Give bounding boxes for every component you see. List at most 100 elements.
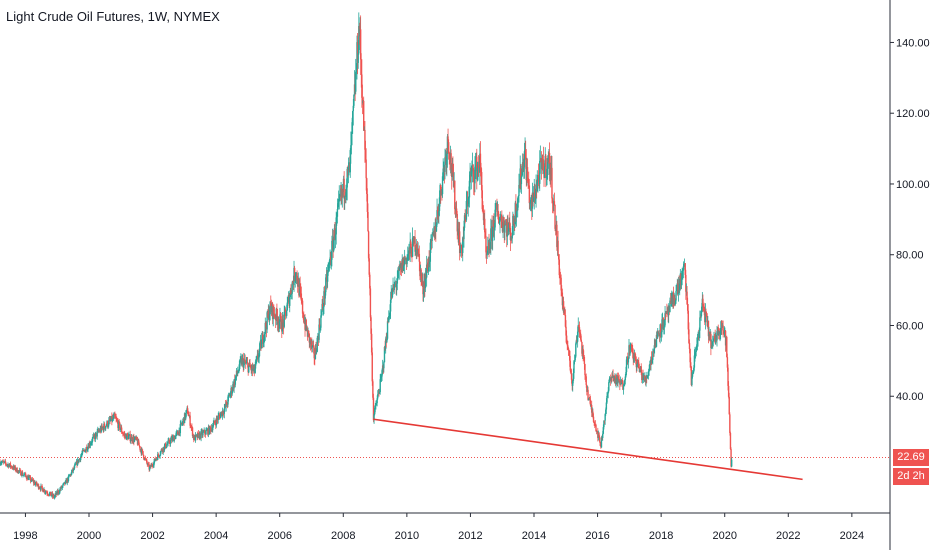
candle-body <box>208 426 211 434</box>
candle-body <box>727 385 730 397</box>
candle-body <box>265 322 267 327</box>
candle-body <box>542 159 545 170</box>
candle-body <box>238 369 240 372</box>
candle-body <box>624 380 626 385</box>
candle-body <box>546 168 548 177</box>
candle-body <box>351 122 353 134</box>
candle-body <box>141 449 144 452</box>
candle-body <box>520 176 523 185</box>
candle-body <box>674 300 677 304</box>
candle-body <box>369 288 372 318</box>
candle-body <box>217 415 219 421</box>
candle-body <box>477 164 480 168</box>
candle-body <box>131 436 133 442</box>
support-trendline[interactable] <box>373 418 803 481</box>
candle-body <box>574 356 576 361</box>
candle-body <box>48 495 50 496</box>
candle-body <box>410 246 413 257</box>
candle-body <box>644 375 646 381</box>
candle-body <box>235 376 237 378</box>
candle-body <box>385 338 387 349</box>
candle-body <box>103 423 106 428</box>
candle-body <box>151 464 153 466</box>
candle-body <box>346 168 348 188</box>
candle-body <box>559 275 561 276</box>
candle-body <box>640 366 642 373</box>
candle-body <box>388 315 390 323</box>
candle-body <box>636 363 638 368</box>
candle-body <box>608 378 611 383</box>
candle-body <box>159 454 161 457</box>
candle-body <box>436 210 438 225</box>
candle-body <box>486 253 488 256</box>
candle-body <box>86 447 88 451</box>
candle-body <box>133 438 136 442</box>
candle-body <box>407 251 410 256</box>
candle-body <box>476 167 479 180</box>
candle-body <box>311 345 314 348</box>
candle-body <box>349 150 351 173</box>
candle-body <box>330 259 333 263</box>
candle-body <box>223 408 226 414</box>
candle-body <box>567 348 570 350</box>
candle-body <box>696 344 698 348</box>
candle-body <box>179 424 182 434</box>
time-axis[interactable]: 1998 2000 2002 2004 2006 2008 2010 2012 2014 2016… <box>13 513 864 542</box>
candle-body <box>249 366 252 368</box>
candle-body <box>729 414 731 433</box>
candle-body <box>707 320 710 337</box>
time-tick-label: 2008 <box>331 530 355 542</box>
candle-body <box>59 489 61 493</box>
candle-body <box>523 167 525 171</box>
candle-body <box>358 25 360 54</box>
candle-body <box>273 306 275 314</box>
candle-body <box>528 185 531 204</box>
candle-body <box>351 111 354 123</box>
candle-body <box>498 221 501 224</box>
candle-body <box>257 357 260 359</box>
candle-body <box>46 493 49 495</box>
candle-body <box>315 351 318 353</box>
candle-body <box>633 358 635 360</box>
candle-body <box>180 422 183 424</box>
candle-body <box>6 464 9 466</box>
candle-body <box>410 241 412 247</box>
candle-body <box>64 480 67 485</box>
candle-body <box>383 362 385 369</box>
candle-body <box>593 421 595 423</box>
candle-body <box>127 436 130 440</box>
candle-body <box>237 371 240 373</box>
candle-body <box>215 418 218 426</box>
candle-body <box>190 425 192 427</box>
candle-body <box>573 360 576 362</box>
candle-body <box>276 308 278 317</box>
candle-body <box>649 363 652 365</box>
candle-body <box>273 313 276 318</box>
candle-body <box>185 412 187 419</box>
candle-body <box>375 403 378 406</box>
candle-body <box>295 275 297 277</box>
candle-body <box>726 357 729 368</box>
price-axis[interactable]: 40.00 60.00 80.00 100.00 120.00 140.00 <box>890 37 930 403</box>
candle-body <box>566 343 568 346</box>
candle-body <box>545 155 547 179</box>
candle-body <box>465 200 468 220</box>
candle-body <box>496 202 498 212</box>
candle-body <box>280 316 282 330</box>
candle-body <box>302 313 304 318</box>
candle-body <box>80 455 82 457</box>
candle-body <box>638 362 640 368</box>
candle-body <box>166 444 168 448</box>
candle-body <box>484 232 487 237</box>
candle-body <box>535 184 537 197</box>
candle-body <box>705 313 708 317</box>
candle-body <box>370 333 373 353</box>
candle-body <box>500 217 502 220</box>
candle-body <box>577 325 579 332</box>
candle-body <box>218 415 221 416</box>
candle-body <box>536 181 539 191</box>
candle-body <box>328 260 331 265</box>
candle-body <box>31 478 34 481</box>
candle-body <box>440 185 442 195</box>
